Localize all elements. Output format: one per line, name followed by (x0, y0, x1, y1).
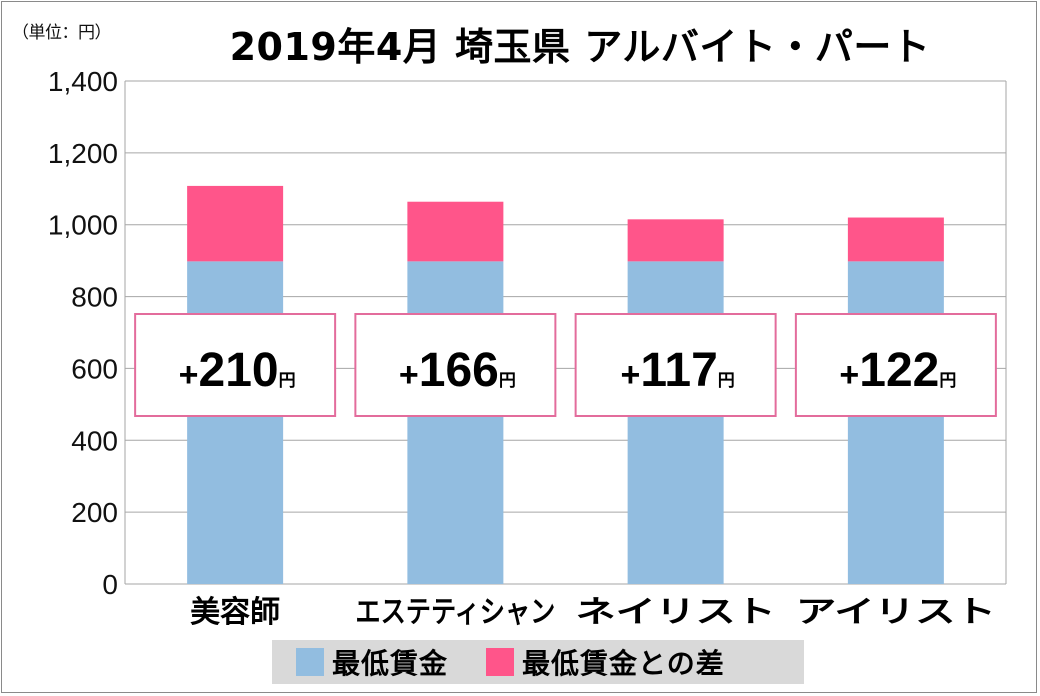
legend-label-difference: 最低賃金との差 (522, 647, 725, 680)
legend-item-difference: 最低賃金との差 (486, 642, 725, 682)
y-tick-label: 1,400 (48, 66, 118, 97)
bar-minimum-wage (847, 261, 944, 584)
difference-callout-box (354, 313, 557, 417)
unit-label: （単位：円） (12, 23, 112, 43)
difference-callout-box (574, 313, 777, 417)
x-category-label: 美容師 (190, 595, 280, 630)
y-tick-label: 1,000 (48, 210, 118, 241)
bar-minimum-wage (407, 261, 504, 584)
y-tick-label: 200 (71, 497, 118, 528)
legend-swatch-difference (486, 648, 515, 676)
x-category-label: ネイリスト (576, 595, 776, 630)
bar-minimum-wage (627, 261, 724, 584)
y-tick-label: 1,200 (48, 138, 118, 169)
difference-callout-text: +166円 (399, 344, 516, 397)
chart-title: 2019年4月 埼玉県 アルバイト・パート (229, 25, 931, 69)
bar-minimum-wage (187, 261, 284, 584)
bar-difference (847, 217, 944, 262)
bar-difference (407, 201, 504, 262)
bar-difference (627, 219, 724, 262)
bar-difference (187, 185, 284, 262)
x-category-label: エステティシャン (355, 595, 555, 630)
difference-callout-box (794, 313, 997, 417)
legend: 最低賃金 最低賃金との差 (272, 640, 804, 684)
legend-swatch-minimum-wage (296, 648, 324, 676)
difference-callout-text: +210円 (179, 344, 296, 397)
y-tick-label: 400 (71, 425, 118, 456)
y-tick-label: 0 (102, 569, 118, 600)
y-tick-label: 800 (71, 282, 118, 313)
difference-callout-text: +117円 (620, 344, 734, 397)
legend-label-minimum-wage: 最低賃金 (332, 647, 449, 680)
difference-callout-text: +122円 (839, 344, 956, 397)
y-tick-label: 600 (71, 353, 118, 384)
difference-callout-box (134, 313, 337, 417)
x-category-label: アイリスト (796, 595, 996, 630)
legend-item-minimum-wage: 最低賃金 (296, 642, 448, 682)
